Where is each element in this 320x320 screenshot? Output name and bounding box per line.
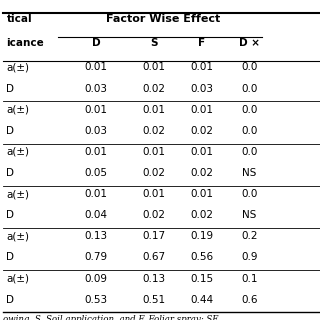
- Text: D ×: D ×: [239, 38, 260, 48]
- Text: 0.01: 0.01: [142, 189, 165, 199]
- Text: 0.01: 0.01: [84, 147, 108, 157]
- Text: 0.01: 0.01: [142, 105, 165, 115]
- Text: 0.01: 0.01: [142, 62, 165, 72]
- Text: 0.01: 0.01: [190, 189, 213, 199]
- Text: 0.0: 0.0: [241, 126, 258, 136]
- Text: 0.17: 0.17: [142, 231, 165, 241]
- Text: D: D: [6, 252, 14, 262]
- Text: 0.02: 0.02: [190, 126, 213, 136]
- Text: 0.44: 0.44: [190, 295, 213, 305]
- Text: a(±): a(±): [6, 147, 29, 157]
- Text: 0.2: 0.2: [241, 231, 258, 241]
- Text: 0.13: 0.13: [84, 231, 108, 241]
- Text: S: S: [150, 38, 157, 48]
- Text: D: D: [6, 168, 14, 178]
- Text: 0.09: 0.09: [84, 274, 108, 284]
- Text: a(±): a(±): [6, 62, 29, 72]
- Text: 0.67: 0.67: [142, 252, 165, 262]
- Text: D: D: [6, 84, 14, 93]
- Text: a(±): a(±): [6, 105, 29, 115]
- Text: 0.56: 0.56: [190, 252, 213, 262]
- Text: D: D: [92, 38, 100, 48]
- Text: a(±): a(±): [6, 231, 29, 241]
- Text: 0.0: 0.0: [241, 189, 258, 199]
- Text: 0.0: 0.0: [241, 62, 258, 72]
- Text: 0.1: 0.1: [241, 274, 258, 284]
- Text: Factor Wise Effect: Factor Wise Effect: [106, 14, 220, 24]
- Text: 0.02: 0.02: [142, 126, 165, 136]
- Text: 0.0: 0.0: [241, 84, 258, 93]
- Text: 0.01: 0.01: [142, 147, 165, 157]
- Text: 0.9: 0.9: [241, 252, 258, 262]
- Text: 0.01: 0.01: [84, 105, 108, 115]
- Text: a(±): a(±): [6, 189, 29, 199]
- Text: 0.02: 0.02: [190, 168, 213, 178]
- Text: 0.03: 0.03: [84, 84, 108, 93]
- Text: D: D: [6, 126, 14, 136]
- Text: 0.79: 0.79: [84, 252, 108, 262]
- Text: 0.6: 0.6: [241, 295, 258, 305]
- Text: 0.19: 0.19: [190, 231, 213, 241]
- Text: a(±): a(±): [6, 274, 29, 284]
- Text: 0.15: 0.15: [190, 274, 213, 284]
- Text: 0.02: 0.02: [142, 84, 165, 93]
- Text: NS: NS: [243, 168, 257, 178]
- Text: NS: NS: [243, 210, 257, 220]
- Text: 0.0: 0.0: [241, 105, 258, 115]
- Text: 0.03: 0.03: [84, 126, 108, 136]
- Text: F: F: [198, 38, 205, 48]
- Text: 0.01: 0.01: [190, 62, 213, 72]
- Text: D: D: [6, 210, 14, 220]
- Text: 0.01: 0.01: [84, 189, 108, 199]
- Text: owing, S, Soil application, and F, Foliar spray; SE: owing, S, Soil application, and F, Folia…: [3, 315, 219, 320]
- Text: 0.04: 0.04: [84, 210, 108, 220]
- Text: 0.0: 0.0: [241, 147, 258, 157]
- Text: 0.02: 0.02: [190, 210, 213, 220]
- Text: D: D: [6, 295, 14, 305]
- Text: 0.13: 0.13: [142, 274, 165, 284]
- Text: tical: tical: [6, 14, 32, 24]
- Text: 0.01: 0.01: [190, 105, 213, 115]
- Text: 0.03: 0.03: [190, 84, 213, 93]
- Text: icance: icance: [6, 38, 44, 48]
- Text: 0.01: 0.01: [84, 62, 108, 72]
- Text: 0.02: 0.02: [142, 168, 165, 178]
- Text: 0.02: 0.02: [142, 210, 165, 220]
- Text: 0.51: 0.51: [142, 295, 165, 305]
- Text: 0.01: 0.01: [190, 147, 213, 157]
- Text: 0.53: 0.53: [84, 295, 108, 305]
- Text: 0.05: 0.05: [84, 168, 108, 178]
